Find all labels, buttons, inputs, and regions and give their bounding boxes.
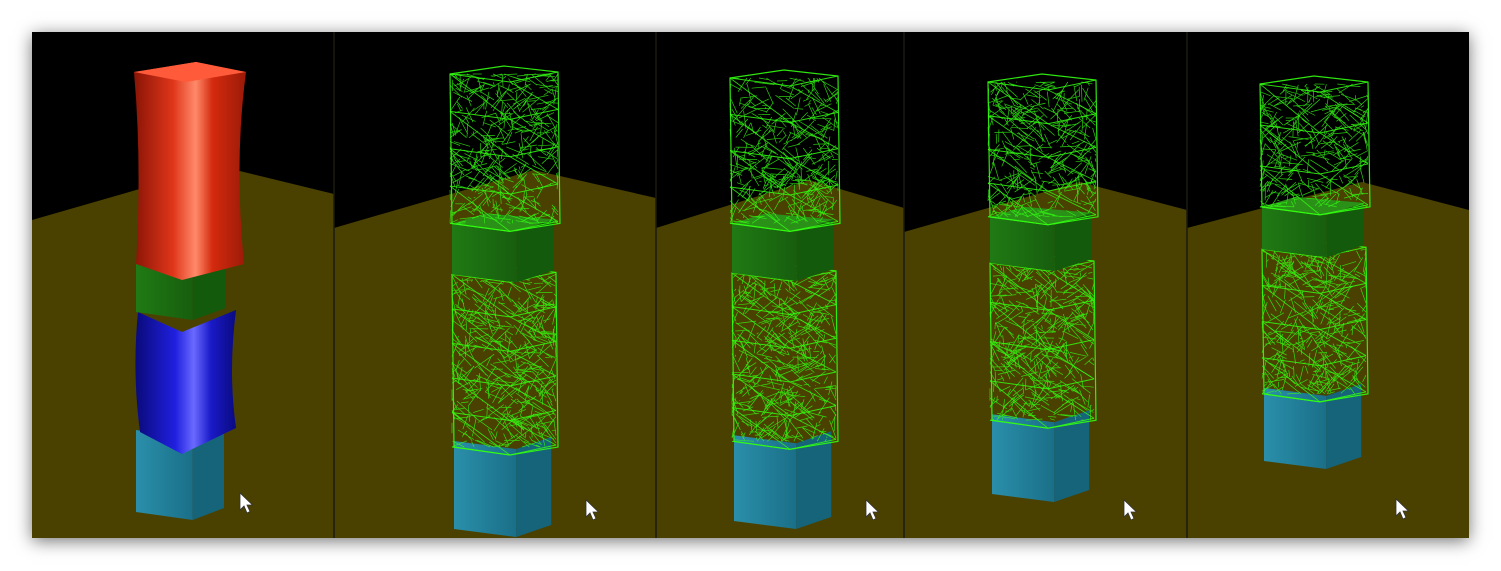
floor-plane	[904, 182, 1187, 538]
cyan-block-side	[1054, 410, 1090, 502]
green-block-side	[1326, 202, 1364, 258]
cyan-block-front	[734, 435, 797, 529]
wireframe-upper	[449, 65, 561, 233]
wireframe-upper	[1259, 75, 1371, 216]
cyan-block-front	[454, 441, 517, 537]
green-block-front	[1262, 206, 1327, 258]
green-block-top	[1262, 196, 1364, 215]
red-block-top	[134, 62, 246, 82]
mouse-pointer-icon	[1123, 499, 1138, 521]
cyan-block-front	[1264, 387, 1327, 469]
cyan-block-front	[136, 430, 193, 520]
wireframe-lower	[451, 265, 559, 456]
red-block	[134, 62, 246, 280]
cyan-block-side	[796, 431, 832, 529]
floor-plane	[1187, 182, 1469, 538]
panel-1	[32, 32, 334, 538]
simulation-scene	[32, 32, 1469, 538]
mouse-pointer-icon	[585, 499, 600, 521]
cyan-block-side	[192, 426, 224, 520]
cyan-block-front	[992, 414, 1055, 502]
mouse-pointer-icon	[865, 499, 880, 521]
wireframe-upper	[987, 73, 1099, 226]
green-block-top	[732, 213, 834, 232]
mouse-pointer-icon	[1395, 498, 1410, 520]
mouse-pointer-icon	[239, 492, 254, 514]
green-block-front	[452, 223, 517, 283]
cyan-block-side	[516, 437, 552, 537]
figure-frame	[32, 32, 1469, 538]
green-block-side	[796, 219, 834, 281]
blue-block	[135, 310, 236, 454]
panel-3	[655, 32, 904, 538]
floor-plane	[656, 180, 904, 538]
panel-2	[333, 32, 656, 538]
cyan-block-side	[1326, 383, 1362, 469]
panel-4	[903, 32, 1187, 538]
panel-5	[1186, 32, 1469, 538]
green-block-front	[990, 216, 1055, 271]
green-block-side	[1054, 212, 1092, 271]
wireframe-upper	[729, 69, 841, 232]
floor-plane	[334, 170, 656, 538]
green-block-side	[516, 219, 554, 283]
green-block-front	[732, 223, 797, 281]
